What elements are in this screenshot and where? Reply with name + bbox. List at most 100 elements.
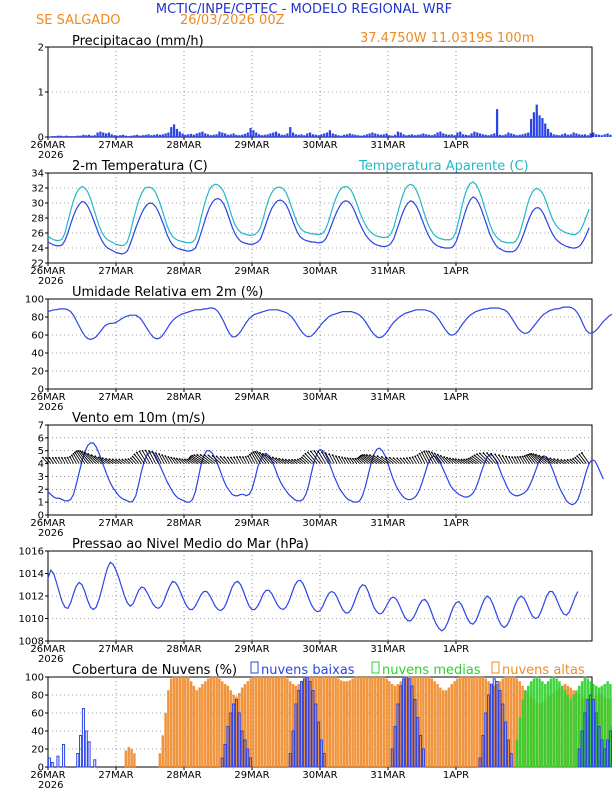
wind-arrow (134, 454, 142, 464)
precip-bar (391, 135, 394, 137)
wind-arrow (570, 459, 576, 464)
wind-arrow (335, 455, 341, 464)
pressure-xtick-label: 26MAR (30, 644, 65, 655)
precip-bar (102, 132, 105, 137)
wind-arrow (421, 452, 429, 464)
cloud-bar-nuvens-baixas (591, 699, 595, 768)
cloud-bar-nuvens-medias (532, 678, 536, 768)
cloud-bar-nuvens-altas (184, 676, 187, 768)
precip-bar (399, 132, 402, 137)
wind-arrow (443, 456, 451, 464)
wind-arrow (294, 459, 301, 464)
wind-arrow-head (124, 458, 127, 461)
wind-arrow-head (356, 457, 359, 460)
wind-arrow-head (408, 456, 411, 459)
wind-arrow-head (433, 452, 436, 455)
wind-arrow-head (69, 456, 71, 458)
wind-arrow (561, 459, 567, 464)
wind-arrow-head (556, 458, 559, 461)
wind-arrow (155, 452, 162, 464)
precip-bar (484, 134, 487, 137)
wind-arrow-head (372, 454, 375, 457)
precip-bar (90, 135, 94, 137)
cloud-bar-nuvens-baixas (314, 703, 318, 768)
wind-ytick-label: 1 (38, 498, 44, 509)
cloud-bar-nuvens-altas (252, 676, 255, 768)
cloud-bar-nuvens-altas (345, 681, 349, 768)
wind-arrow (508, 456, 514, 464)
cloud-bar-nuvens-baixas (413, 699, 417, 768)
cloud-bar-nuvens-altas (221, 681, 224, 768)
wind-arrow (173, 457, 179, 464)
wind-arrow-head (528, 453, 531, 456)
temperature-xtick-label: 31MAR (370, 266, 405, 277)
wind-arrow (64, 457, 69, 464)
clouds-xtick-label: 26MAR (30, 770, 65, 781)
temperature-xtick-label: 27MAR (98, 266, 133, 277)
wind-arrow (357, 458, 363, 464)
precip-bar (223, 133, 227, 137)
wind-arrow-head (376, 455, 379, 458)
precip-bar (507, 132, 510, 137)
wind-arrow (297, 459, 304, 464)
wind-arrow (479, 453, 491, 464)
cloud-bar-nuvens-altas (172, 676, 176, 768)
precip-bar (561, 134, 564, 137)
wind-arrow (505, 456, 511, 464)
legend-mid-label: nuvens medias (382, 663, 481, 678)
cloud-bar-nuvens-baixas (577, 748, 581, 768)
cloud-bar-nuvens-baixas (589, 694, 593, 768)
precip-bar (439, 131, 442, 137)
wind-arrow (132, 456, 140, 464)
wind-arrow (245, 456, 250, 464)
cloud-bar-nuvens-altas (260, 676, 264, 768)
wind-arrow (184, 459, 190, 464)
cloud-bar-nuvens-baixas (402, 678, 406, 768)
wind-arrow (45, 457, 52, 464)
wind-ytick-label: 5 (38, 446, 44, 457)
humidity-xtick-label: 30MAR (302, 392, 337, 403)
wind-arrow-head (184, 458, 186, 461)
wind-arrow-head (469, 456, 472, 459)
precip-bar (206, 134, 210, 137)
wind-arrow-head (418, 452, 421, 455)
precip-bar (447, 134, 451, 137)
wind-arrow-head (127, 458, 130, 460)
precip-bar (198, 132, 201, 137)
cloud-bar-nuvens-altas (478, 676, 482, 768)
wind-arrow-head (247, 455, 249, 458)
precip-bar (130, 135, 133, 137)
wind-arrow (247, 455, 253, 464)
cloud-bar-nuvens-altas (257, 676, 261, 768)
wind-arrow-head (346, 457, 349, 460)
wind-arrow-head (302, 454, 305, 457)
legend-low-label: nuvens baixas (261, 663, 355, 678)
precip-bar (204, 133, 207, 137)
wind-arrow-head (411, 456, 414, 459)
wind-arrow (288, 459, 295, 464)
precip-bar (413, 135, 417, 137)
wind-arrow-head (486, 452, 489, 455)
wind-arrow (409, 457, 414, 464)
wind-arrow-head (74, 451, 76, 454)
wind-arrow (385, 457, 394, 464)
wind-arrow-head (405, 457, 408, 460)
precip-bar (396, 131, 400, 137)
wind-arrow-head (530, 453, 533, 455)
wind-arrow (412, 457, 417, 464)
wind-arrow-head (465, 458, 468, 461)
temperature-line-blue (47, 196, 590, 255)
precip-bar (320, 134, 323, 137)
cloud-bar-nuvens-medias (563, 690, 567, 768)
precip-bar (493, 133, 496, 137)
humidity-xtick-label: 1APR (443, 392, 469, 403)
precip-bar (478, 133, 482, 137)
cloud-bar-nuvens-altas (379, 676, 383, 768)
wind-arrow-head (48, 456, 51, 459)
cloud-bar-nuvens-altas (204, 681, 207, 768)
wind-arrow (310, 451, 321, 464)
precip-bar (73, 136, 77, 137)
clouds-xtick-label: 28MAR (166, 770, 201, 781)
precip-bar (70, 136, 74, 137)
wind-arrow (220, 456, 227, 464)
